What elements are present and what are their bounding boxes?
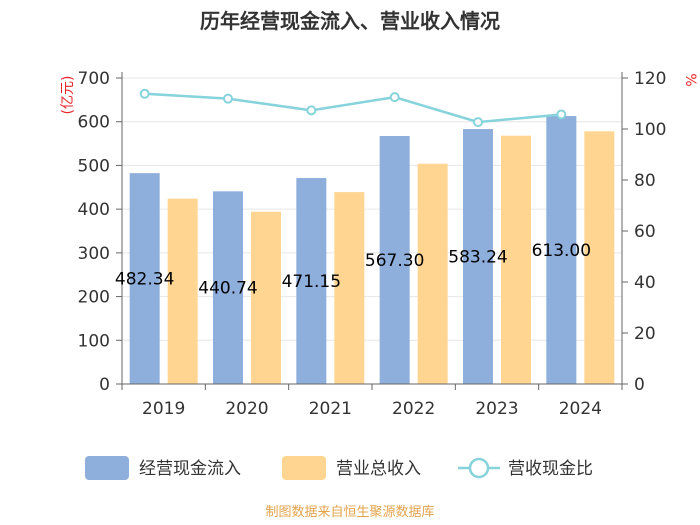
bar-revenue <box>251 211 281 384</box>
x-tick-label: 2020 <box>225 399 268 419</box>
left-tick-label: 100 <box>78 331 110 351</box>
data-source-note: 制图数据来自恒生聚源数据库 <box>265 504 434 520</box>
ratio-point <box>389 92 400 103</box>
legend-swatch-revenue <box>282 456 326 480</box>
data-label-cash-inflow: 440.74 <box>198 279 257 299</box>
legend-marker-ratio <box>468 457 490 479</box>
bars <box>129 116 615 384</box>
left-tick-label: 0 <box>99 375 110 395</box>
ratio-point <box>139 88 150 99</box>
left-tick-label: 500 <box>78 156 110 176</box>
axes: 0 100 200 300 400 500 600 700 0 20 40 60 80 100 120 201… <box>78 69 667 419</box>
bar-revenue <box>501 135 531 384</box>
x-tick-label: 2023 <box>475 399 518 419</box>
right-axis-unit: % <box>682 73 698 86</box>
data-labels: 482.34 440.74 471.15 567.30 583.24 613.00 <box>115 241 591 299</box>
ratio-line-layer <box>139 88 567 128</box>
legend: 经营现金流入 营业总收入 营收现金比 <box>85 456 593 480</box>
left-tick-label: 700 <box>78 69 110 89</box>
bar-cash-inflow <box>463 129 493 384</box>
data-label-cash-inflow: 471.15 <box>282 272 341 292</box>
legend-label-revenue: 营业总收入 <box>336 459 421 479</box>
bar-cash-inflow <box>379 136 410 384</box>
right-tick-label: 100 <box>634 120 666 140</box>
left-tick-label: 300 <box>78 244 110 264</box>
ratio-point <box>223 93 233 104</box>
grid-lines <box>122 77 622 341</box>
x-tick-label: 2019 <box>142 399 185 419</box>
bar-cash-inflow <box>296 178 327 384</box>
bar-cash-inflow <box>129 173 160 384</box>
chart-title: 历年经营现金流入、营业收入情况 <box>200 9 500 33</box>
ratio-point <box>473 117 483 128</box>
right-tick-label: 80 <box>634 171 656 191</box>
bar-cash-inflow <box>546 116 577 384</box>
left-tick-label: 200 <box>78 288 110 308</box>
legend-swatch-cash-inflow <box>85 456 129 480</box>
bar-revenue <box>167 198 198 384</box>
ratio-line <box>144 92 562 124</box>
right-tick-label: 20 <box>634 324 656 344</box>
bar-revenue <box>584 131 615 384</box>
legend-label-cash-inflow: 经营现金流入 <box>139 459 241 479</box>
x-tick-label: 2021 <box>309 399 352 419</box>
bar-revenue <box>417 163 448 384</box>
left-axis-unit: (亿元) <box>60 76 76 115</box>
legend-label-ratio: 营收现金比 <box>508 459 593 479</box>
bar-revenue <box>334 192 365 384</box>
ratio-point <box>556 109 567 120</box>
data-label-cash-inflow: 613.00 <box>532 241 591 261</box>
ratio-point <box>306 105 317 116</box>
data-label-cash-inflow: 482.34 <box>115 270 174 290</box>
x-tick-label: 2024 <box>559 399 602 419</box>
left-tick-label: 400 <box>78 200 110 220</box>
bar-cash-inflow <box>213 191 243 384</box>
right-tick-label: 60 <box>634 222 656 242</box>
right-tick-label: 0 <box>634 375 645 395</box>
right-tick-label: 120 <box>634 69 666 89</box>
data-label-cash-inflow: 583.24 <box>448 248 507 268</box>
data-label-cash-inflow: 567.30 <box>365 251 424 271</box>
left-tick-label: 600 <box>78 113 110 133</box>
x-tick-label: 2022 <box>392 399 435 419</box>
right-tick-label: 40 <box>634 273 656 293</box>
